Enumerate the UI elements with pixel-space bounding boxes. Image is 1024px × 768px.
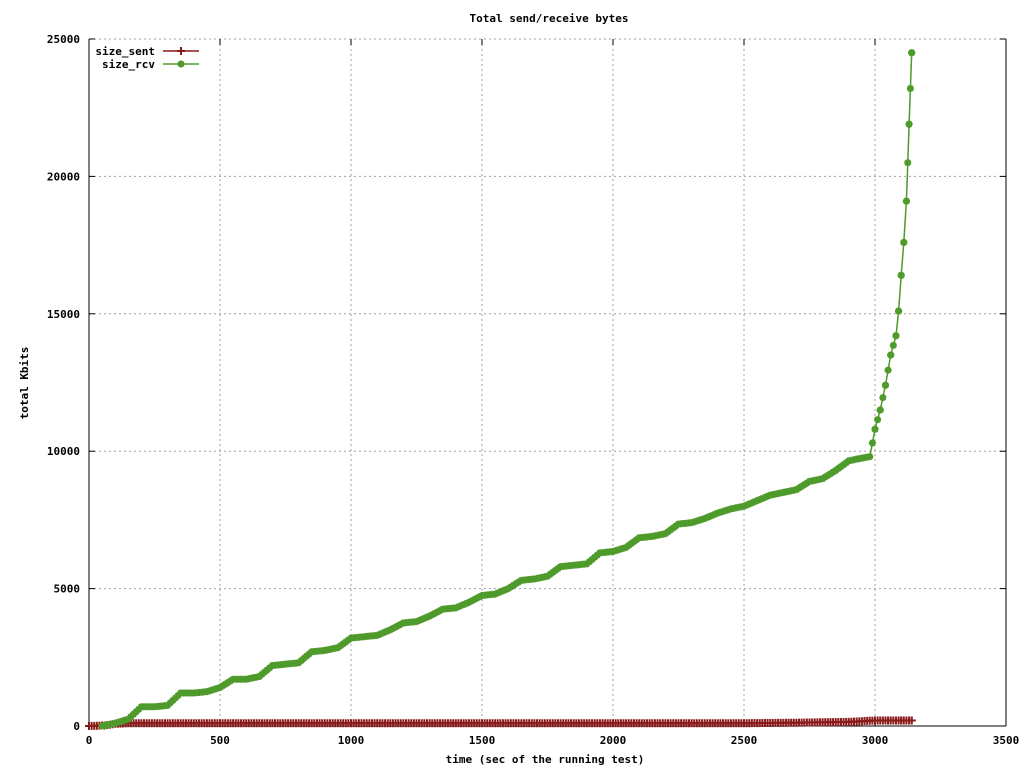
- grid: [89, 39, 1006, 726]
- x-tick-label: 500: [210, 734, 230, 747]
- size_rcv-point: [164, 701, 172, 709]
- size_rcv-point: [879, 394, 887, 402]
- axes: [88, 38, 1007, 727]
- size_rcv-point: [127, 713, 135, 721]
- x-ticks: 0 500 1000 1500 2000 2500 3000 3500: [86, 39, 1020, 747]
- x-axis-label: time (sec of the running test): [446, 753, 645, 766]
- size_rcv-point: [887, 351, 895, 359]
- size_rcv-point: [884, 366, 892, 374]
- size_sent-point: [884, 716, 893, 725]
- size_rcv-point: [905, 120, 913, 128]
- legend-label: size_rcv: [102, 58, 155, 71]
- size_sent-point: [871, 716, 879, 725]
- size_rcv-line: [101, 52, 913, 727]
- y-axis-label: total Kbits: [18, 347, 31, 420]
- y-tick-label: 0: [73, 720, 80, 733]
- size_rcv-point: [169, 696, 177, 704]
- size_sent-point: [907, 716, 916, 725]
- size_rcv-point: [876, 406, 884, 414]
- y-tick-label: 10000: [47, 445, 80, 458]
- size_rcv-point: [897, 271, 905, 279]
- size_rcv-point: [895, 307, 903, 315]
- chart-title: Total send/receive bytes: [470, 12, 629, 25]
- size_rcv-point: [874, 416, 882, 424]
- legend-marker: [177, 47, 185, 55]
- size_rcv-point: [166, 699, 174, 707]
- y-tick-label: 20000: [47, 170, 80, 183]
- legend-marker: [177, 60, 185, 68]
- series-layer: [85, 49, 916, 730]
- size_rcv-point: [871, 425, 879, 433]
- x-tick-label: 3500: [993, 734, 1020, 747]
- size_rcv-point: [135, 705, 143, 713]
- size_rcv-point: [889, 341, 897, 349]
- size_rcv-point: [174, 691, 182, 699]
- x-tick-label: 3000: [862, 734, 889, 747]
- size_rcv-point: [904, 159, 912, 167]
- size_sent-point: [897, 716, 906, 725]
- size_rcv-point: [900, 238, 908, 246]
- legend-label: size_sent: [95, 45, 155, 58]
- x-tick-label: 0: [86, 734, 93, 747]
- x-tick-label: 2500: [731, 734, 758, 747]
- y-ticks: 0 5000 10000 15000 20000 25000: [47, 33, 1006, 733]
- size_rcv-point: [866, 453, 874, 461]
- size_rcv-point: [892, 332, 900, 340]
- size_rcv-point: [171, 694, 179, 702]
- size_rcv-point: [868, 439, 876, 447]
- size_rcv-point: [881, 381, 889, 389]
- size_rcv-point: [908, 49, 916, 57]
- x-tick-label: 1000: [338, 734, 365, 747]
- y-tick-label: 25000: [47, 33, 80, 46]
- x-tick-label: 2000: [600, 734, 627, 747]
- size_rcv-point: [902, 197, 910, 205]
- y-tick-label: 15000: [47, 308, 80, 321]
- size_rcv-point: [130, 710, 138, 718]
- x-tick-label: 1500: [469, 734, 496, 747]
- size_rcv-point: [132, 708, 140, 716]
- y-tick-label: 5000: [54, 583, 81, 596]
- size_rcv-point: [906, 84, 914, 92]
- size_rcv-point: [124, 715, 132, 723]
